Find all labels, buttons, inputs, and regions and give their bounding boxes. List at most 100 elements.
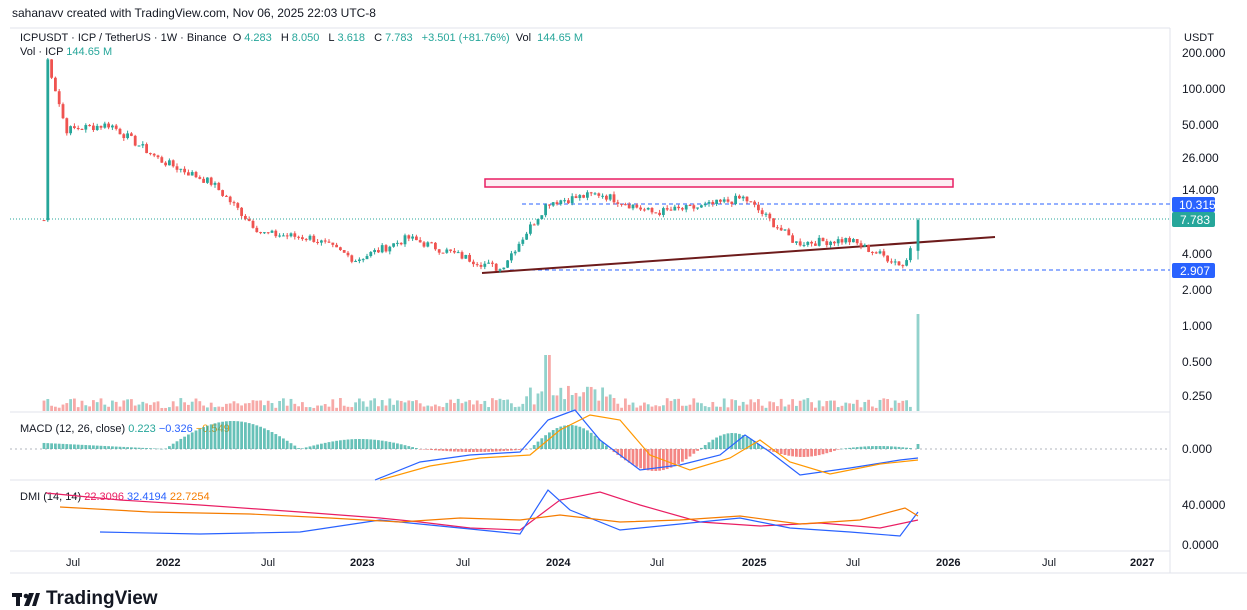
time-tick: Jul bbox=[846, 557, 860, 569]
macd-histogram-bar bbox=[791, 449, 794, 457]
macd-histogram-bar bbox=[137, 447, 141, 449]
volume-bar bbox=[616, 403, 620, 411]
chart-credit: sahanavv created with TradingView.com, N… bbox=[12, 6, 376, 20]
volume-bar bbox=[479, 404, 483, 411]
time-tick: Jul bbox=[1042, 557, 1056, 569]
candle-body bbox=[175, 166, 179, 170]
candle-body bbox=[133, 135, 137, 146]
macd-histogram-bar bbox=[559, 426, 563, 449]
macd-histogram-bar bbox=[301, 448, 304, 449]
volume-bar bbox=[236, 403, 240, 411]
dmi-minus-value: 32.4194 bbox=[127, 491, 167, 503]
volume-bar bbox=[92, 400, 95, 411]
candle-body bbox=[817, 237, 821, 246]
macd-histogram-bar bbox=[806, 449, 810, 457]
candle-body bbox=[126, 133, 129, 139]
macd-histogram-bar bbox=[255, 425, 259, 449]
volume-bar bbox=[669, 400, 673, 411]
macd-histogram-bar bbox=[426, 449, 430, 450]
price-tick: 0.500 bbox=[1182, 355, 1212, 369]
candle-body bbox=[247, 219, 251, 221]
volume-bar bbox=[42, 400, 46, 411]
volume-bar bbox=[665, 398, 669, 411]
volume-bar bbox=[601, 387, 604, 411]
macd-histogram-bar bbox=[244, 422, 247, 449]
volume-bar bbox=[377, 406, 380, 411]
adx-value: 22.7254 bbox=[169, 491, 210, 503]
candle-body bbox=[646, 207, 650, 210]
macd-histogram-bar bbox=[768, 449, 772, 451]
volume-bar bbox=[658, 406, 661, 411]
candle-body bbox=[559, 200, 563, 205]
volume-bar bbox=[88, 406, 91, 411]
macd-histogram-bar bbox=[468, 449, 471, 452]
candle-body bbox=[418, 240, 422, 243]
volume-bar bbox=[69, 399, 72, 411]
volume-bar bbox=[620, 407, 623, 411]
candle-body bbox=[354, 261, 357, 263]
macd-histogram-bar bbox=[84, 445, 88, 449]
candle-body bbox=[677, 206, 680, 209]
candle-body bbox=[92, 125, 95, 131]
volume-bar bbox=[677, 398, 680, 411]
macd-histogram-bar bbox=[475, 449, 479, 452]
volume-bar bbox=[627, 404, 631, 411]
tradingview-logo[interactable]: TradingView bbox=[12, 588, 158, 610]
volume-bar bbox=[734, 400, 737, 411]
volume-bar bbox=[122, 400, 126, 411]
volume-bar bbox=[327, 406, 331, 411]
time-tick: 2022 bbox=[156, 557, 180, 569]
volume-bar bbox=[251, 400, 255, 411]
candle-body bbox=[597, 193, 601, 196]
volume-bar bbox=[350, 407, 354, 411]
volume-bar bbox=[73, 398, 76, 411]
macd-histogram-bar bbox=[821, 449, 825, 455]
volume-bar bbox=[244, 403, 247, 411]
volume-bar bbox=[635, 407, 639, 411]
volume-bar bbox=[114, 401, 118, 411]
macd-histogram-bar bbox=[422, 449, 426, 450]
volume-bar bbox=[772, 402, 775, 411]
macd-histogram-bar bbox=[396, 443, 399, 449]
macd-histogram-bar bbox=[323, 442, 327, 449]
candle-body bbox=[555, 202, 559, 205]
svg-text:10.315: 10.315 bbox=[1179, 198, 1216, 212]
tradingview-brand: TradingView bbox=[46, 588, 158, 609]
macd-histogram-bar bbox=[225, 421, 228, 449]
candle-body bbox=[608, 194, 612, 200]
candle-body bbox=[358, 259, 361, 262]
volume-bar bbox=[681, 405, 684, 411]
macd-histogram-bar bbox=[578, 426, 582, 449]
candle-body bbox=[825, 241, 829, 246]
volume-bar bbox=[278, 400, 281, 411]
candle-body bbox=[69, 126, 72, 134]
candle-body bbox=[164, 162, 167, 166]
macd-histogram-bar bbox=[42, 442, 46, 449]
volume-bar bbox=[536, 393, 540, 411]
macd-histogram-bar bbox=[213, 423, 217, 449]
macd-histogram-bar bbox=[361, 439, 365, 449]
candle-body bbox=[662, 208, 665, 215]
volume-bar bbox=[415, 400, 418, 411]
macd-histogram-bar bbox=[183, 436, 186, 449]
volume-bar bbox=[293, 403, 297, 411]
macd-histogram-bar bbox=[692, 449, 696, 454]
macd-histogram-bar bbox=[107, 446, 110, 449]
volume-bar bbox=[133, 405, 137, 411]
macd-histogram-bar bbox=[513, 449, 517, 451]
volume-bar bbox=[107, 406, 110, 411]
macd-histogram-bar bbox=[893, 446, 897, 449]
volume-bar bbox=[897, 402, 901, 411]
volume-bar bbox=[320, 405, 323, 411]
volume-bar bbox=[460, 403, 464, 411]
volume-bar bbox=[456, 398, 460, 411]
volume-bar bbox=[137, 404, 141, 411]
macd-histogram-bar bbox=[479, 449, 483, 452]
volume-bar bbox=[749, 399, 753, 411]
volume-bar bbox=[563, 399, 566, 411]
candle-body bbox=[206, 177, 209, 183]
macd-histogram-bar bbox=[776, 449, 779, 453]
candle-body bbox=[194, 172, 198, 178]
macd-histogram-bar bbox=[437, 449, 441, 451]
